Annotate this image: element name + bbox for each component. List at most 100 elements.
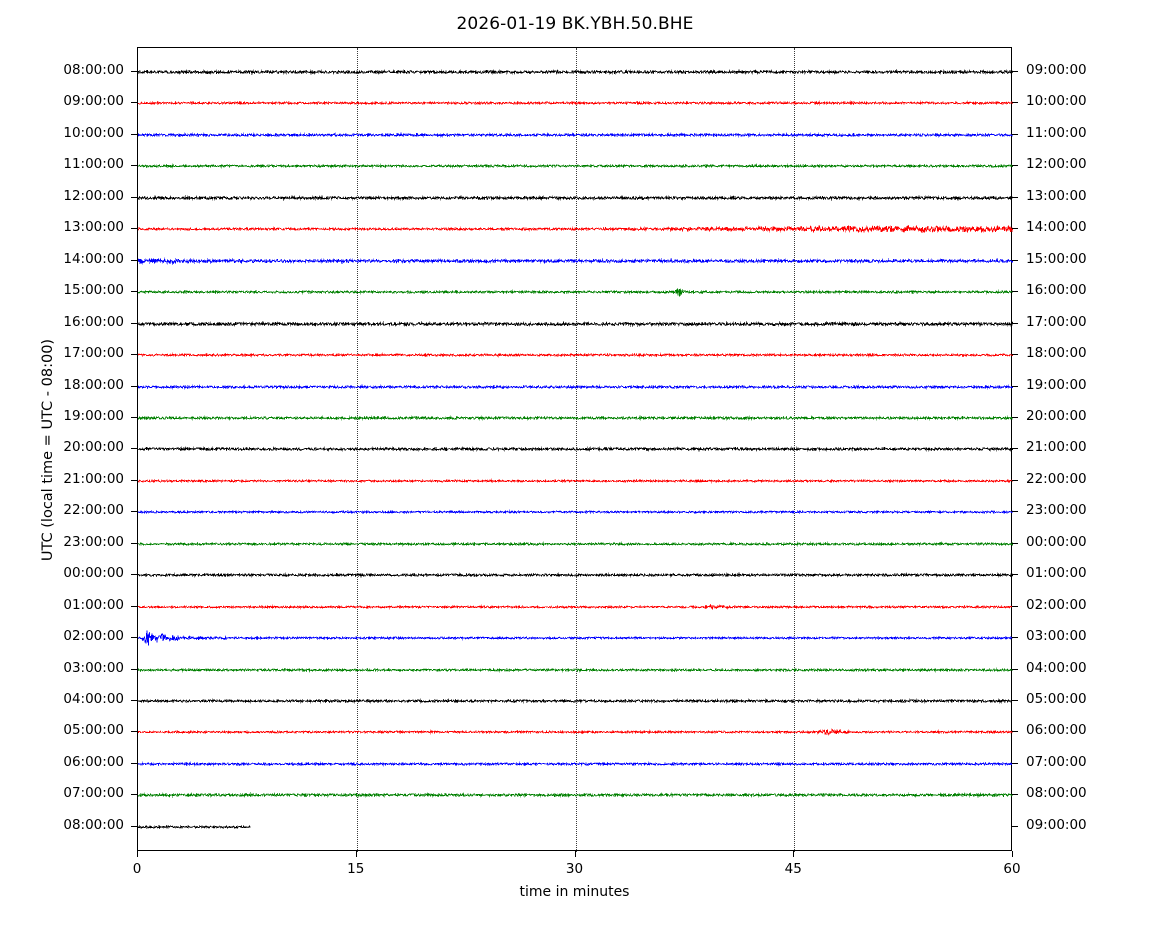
y-tick-label-right: 06:00:00 <box>1026 722 1087 739</box>
y-tick-mark-right <box>1012 448 1018 450</box>
x-tick-label: 30 <box>565 861 584 877</box>
y-tick-mark-right <box>1012 196 1018 198</box>
y-tick-label-right: 15:00:00 <box>1026 250 1087 267</box>
seismogram-trace <box>138 132 1013 138</box>
y-tick-label-left: 04:00:00 <box>63 691 124 707</box>
x-axis-label: time in minutes <box>519 884 630 900</box>
seismogram-trace <box>138 383 1013 390</box>
y-tick-label-left: 15:00:00 <box>63 282 124 299</box>
seismogram-trace <box>138 68 1013 76</box>
seismogram-trace <box>138 728 1013 737</box>
x-tick-label: 60 <box>1003 861 1021 877</box>
y-tick-mark-left <box>131 133 137 135</box>
seismogram-trace <box>138 352 1013 358</box>
y-tick-mark-left <box>131 196 137 198</box>
y-tick-label-right: 23:00:00 <box>1026 502 1087 519</box>
seismogram-trace <box>138 224 1013 234</box>
y-tick-label-left: 12:00:00 <box>63 187 124 204</box>
y-tick-label-left: 18:00:00 <box>63 376 124 393</box>
y-tick-label-right: 17:00:00 <box>1026 313 1087 330</box>
seismogram-trace <box>138 509 1013 515</box>
y-tick-mark-right <box>1012 731 1018 733</box>
y-tick-label-left: 08:00:00 <box>63 816 124 833</box>
seismogram-trace <box>138 698 1013 704</box>
y-tick-mark-left <box>131 259 137 261</box>
y-tick-label-right: 21:00:00 <box>1026 439 1087 456</box>
y-tick-label-left: 00:00:00 <box>63 565 124 582</box>
x-tick-mark <box>1012 851 1013 857</box>
y-tick-mark-right <box>1012 322 1018 324</box>
seismogram-trace <box>138 320 1013 327</box>
y-tick-label-left: 02:00:00 <box>63 628 124 645</box>
y-tick-label-left: 05:00:00 <box>63 722 124 739</box>
page-title: 2026-01-19 BK.YBH.50.BHE <box>456 14 694 34</box>
seismogram-trace <box>138 541 1013 547</box>
seismogram-trace <box>138 761 1013 767</box>
y-tick-mark-left <box>131 228 137 230</box>
y-tick-label-left: 21:00:00 <box>63 470 124 487</box>
y-tick-mark-left <box>131 574 137 576</box>
y-tick-label-right: 13:00:00 <box>1026 187 1087 204</box>
y-tick-label-right: 00:00:00 <box>1026 533 1087 550</box>
y-tick-mark-left <box>131 165 137 167</box>
y-tick-mark-right <box>1012 637 1018 639</box>
y-tick-label-right: 07:00:00 <box>1026 753 1087 770</box>
seismogram-trace <box>138 478 1013 484</box>
y-tick-mark-left <box>131 291 137 293</box>
y-tick-label-right: 02:00:00 <box>1026 596 1087 613</box>
y-tick-mark-right <box>1012 542 1018 544</box>
y-tick-mark-right <box>1012 794 1018 796</box>
y-tick-mark-left <box>131 668 137 670</box>
y-tick-mark-right <box>1012 228 1018 230</box>
y-tick-label-right: 18:00:00 <box>1026 345 1087 362</box>
y-tick-label-left: 17:00:00 <box>63 345 124 362</box>
y-tick-mark-left <box>131 731 137 733</box>
x-tick-mark <box>793 851 795 857</box>
y-tick-mark-left <box>131 542 137 544</box>
trace-layer <box>138 48 1013 852</box>
y-tick-label-right: 09:00:00 <box>1026 816 1087 833</box>
y-tick-mark-right <box>1012 416 1018 418</box>
y-tick-label-left: 13:00:00 <box>63 219 124 236</box>
seismogram-trace <box>138 194 1013 201</box>
y-tick-label-left: 01:00:00 <box>63 596 124 613</box>
y-tick-label-right: 11:00:00 <box>1026 124 1087 141</box>
y-tick-label-right: 01:00:00 <box>1026 565 1087 582</box>
y-tick-mark-left <box>131 605 137 607</box>
y-tick-label-right: 12:00:00 <box>1026 156 1087 173</box>
y-tick-label-left: 16:00:00 <box>63 313 124 330</box>
y-tick-label-left: 06:00:00 <box>63 753 124 770</box>
y-tick-label-left: 20:00:00 <box>63 439 124 456</box>
y-tick-label-right: 14:00:00 <box>1026 219 1087 236</box>
seismogram-trace <box>138 100 1013 106</box>
y-tick-mark-right <box>1012 354 1018 356</box>
y-tick-mark-left <box>131 102 137 104</box>
y-tick-mark-left <box>131 448 137 450</box>
x-tick-mark <box>355 851 357 857</box>
seismogram-trace <box>138 666 1013 673</box>
seismogram-trace <box>138 446 1013 453</box>
seismogram-trace <box>138 824 251 830</box>
y-tick-mark-right <box>1012 165 1018 167</box>
x-tick-label: 15 <box>347 861 365 877</box>
y-tick-label-left: 08:00:00 <box>63 62 124 78</box>
y-tick-mark-right <box>1012 133 1018 135</box>
y-tick-label-right: 09:00:00 <box>1026 62 1087 78</box>
y-tick-mark-right <box>1012 71 1018 72</box>
y-tick-label-right: 20:00:00 <box>1026 407 1087 424</box>
y-tick-mark-right <box>1012 259 1018 261</box>
y-tick-label-right: 08:00:00 <box>1026 785 1087 802</box>
y-tick-label-right: 03:00:00 <box>1026 628 1087 645</box>
y-tick-mark-left <box>131 479 137 481</box>
y-tick-label-right: 16:00:00 <box>1026 282 1087 299</box>
y-tick-label-left: 09:00:00 <box>63 93 124 110</box>
x-tick-mark <box>137 851 138 857</box>
y-tick-mark-left <box>131 825 137 827</box>
y-tick-mark-left <box>131 416 137 418</box>
x-tick-label: 45 <box>784 861 802 877</box>
y-tick-mark-right <box>1012 700 1018 701</box>
y-tick-mark-left <box>131 385 137 387</box>
x-tick-label: 0 <box>132 861 142 877</box>
grid-line-vertical <box>356 48 358 852</box>
y-tick-mark-left <box>131 322 137 324</box>
